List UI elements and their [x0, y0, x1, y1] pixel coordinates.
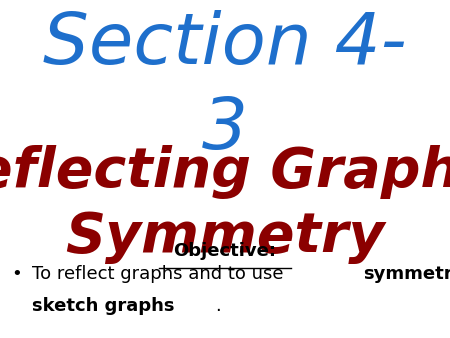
Text: sketch graphs: sketch graphs	[32, 297, 174, 315]
Text: 3: 3	[202, 95, 248, 164]
Text: •: •	[11, 265, 22, 283]
Text: Section 4-: Section 4-	[43, 10, 407, 79]
Text: Reflecting Graphs;: Reflecting Graphs;	[0, 145, 450, 199]
Text: Symmetry: Symmetry	[65, 210, 385, 264]
Text: symmetry: symmetry	[364, 265, 450, 283]
Text: .: .	[216, 297, 221, 315]
Text: Objective:: Objective:	[174, 242, 276, 260]
Text: To reflect graphs and to use: To reflect graphs and to use	[32, 265, 289, 283]
